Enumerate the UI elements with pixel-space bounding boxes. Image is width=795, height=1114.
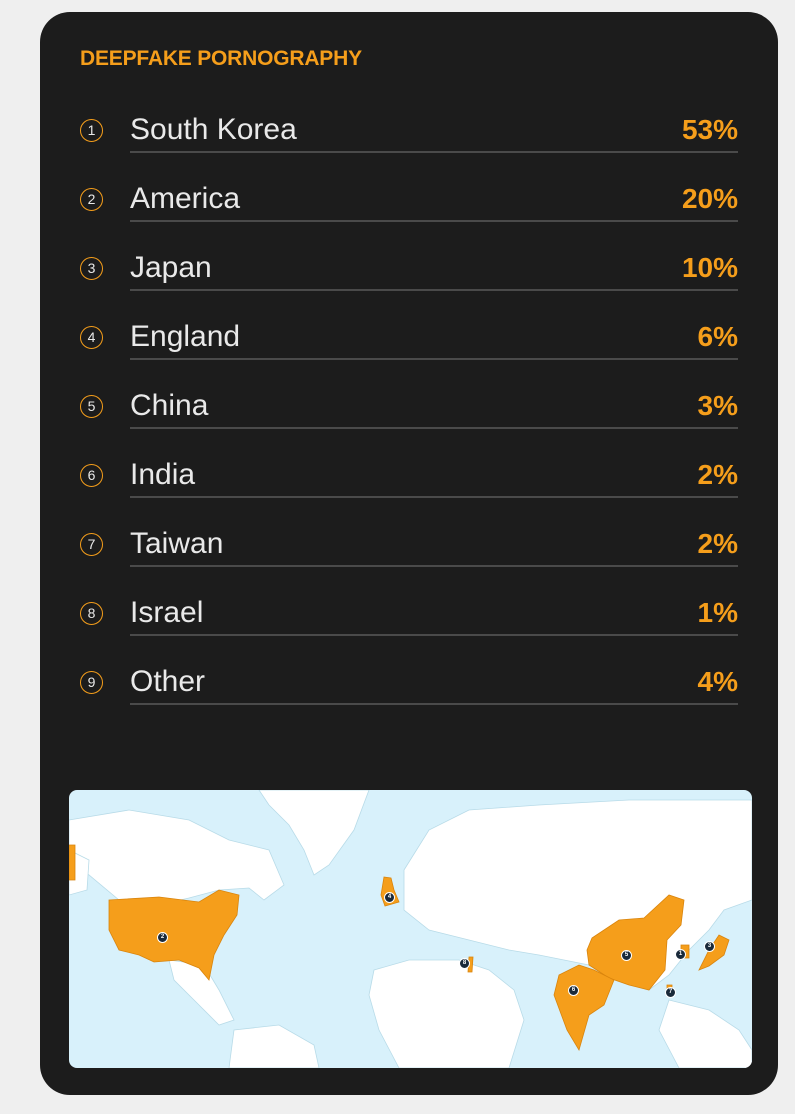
japan-shape xyxy=(698,934,730,971)
divider xyxy=(130,289,738,291)
map-marker: 8 xyxy=(459,958,470,969)
percent-value: 2% xyxy=(697,528,738,559)
percent-value: 6% xyxy=(697,321,738,352)
list-item: 3 Japan 10% xyxy=(78,245,738,314)
map-marker: 6 xyxy=(568,985,579,996)
rank-badge: 9 xyxy=(80,671,103,694)
percent-value: 20% xyxy=(681,183,738,214)
divider xyxy=(130,358,738,360)
list-item: 2 America 20% xyxy=(78,176,738,245)
divider xyxy=(130,703,738,705)
alaska-shape xyxy=(69,844,76,881)
card-title: DEEPFAKE PORNOGRAPHY xyxy=(80,47,362,70)
percent-value: 10% xyxy=(681,252,738,283)
rank-badge: 1 xyxy=(80,119,103,142)
rank-badge: 2 xyxy=(80,188,103,211)
country-name: Japan xyxy=(130,251,212,284)
map-marker: 1 xyxy=(675,949,686,960)
usa-shape xyxy=(108,889,240,981)
map-marker: 2 xyxy=(157,932,168,943)
country-name: America xyxy=(130,182,241,215)
divider xyxy=(130,427,738,429)
map-marker: 5 xyxy=(621,950,632,961)
map-marker: 4 xyxy=(384,892,395,903)
greenland-land xyxy=(258,790,370,876)
list-item: 9 Other 4% xyxy=(78,659,738,728)
percent-value: 2% xyxy=(697,459,738,490)
rank-badge: 3 xyxy=(80,257,103,280)
percent-value: 53% xyxy=(681,114,738,145)
world-map-graphic xyxy=(69,790,752,1068)
country-name: Other xyxy=(130,665,206,698)
divider xyxy=(130,151,738,153)
north-america-land xyxy=(69,809,285,906)
divider xyxy=(130,220,738,222)
list-item: 5 China 3% xyxy=(78,383,738,452)
country-name: Israel xyxy=(130,596,204,629)
country-name: South Korea xyxy=(130,113,297,146)
list-item: 7 Taiwan 2% xyxy=(78,521,738,590)
country-name: England xyxy=(130,320,241,353)
map-marker: 7 xyxy=(665,987,676,998)
stats-card: DEEPFAKE PORNOGRAPHY 1 South Korea 53% 2 Am… xyxy=(40,12,778,1095)
south-america-land xyxy=(228,1024,320,1068)
rank-badge: 7 xyxy=(80,533,103,556)
list-item: 4 England 6% xyxy=(78,314,738,383)
percent-value: 1% xyxy=(697,597,738,628)
southeast-asia-land xyxy=(658,999,752,1068)
list-item: 1 South Korea 53% xyxy=(78,107,738,176)
divider xyxy=(130,496,738,498)
list-item: 8 Israel 1% xyxy=(78,590,738,659)
country-name: India xyxy=(130,458,196,491)
map-marker: 3 xyxy=(704,941,715,952)
percent-value: 3% xyxy=(697,390,738,421)
india-shape xyxy=(553,964,615,1051)
country-name: China xyxy=(130,389,209,422)
world-map: 1 2 3 4 5 6 7 8 xyxy=(69,790,752,1068)
percent-value: 4% xyxy=(697,666,738,697)
divider xyxy=(130,634,738,636)
divider xyxy=(130,565,738,567)
africa-land xyxy=(368,959,525,1068)
country-name: Taiwan xyxy=(130,527,224,560)
china-shape xyxy=(586,894,685,991)
list-item: 6 India 2% xyxy=(78,452,738,521)
rank-badge: 4 xyxy=(80,326,103,349)
rank-badge: 8 xyxy=(80,602,103,625)
rank-badge: 6 xyxy=(80,464,103,487)
rank-badge: 5 xyxy=(80,395,103,418)
